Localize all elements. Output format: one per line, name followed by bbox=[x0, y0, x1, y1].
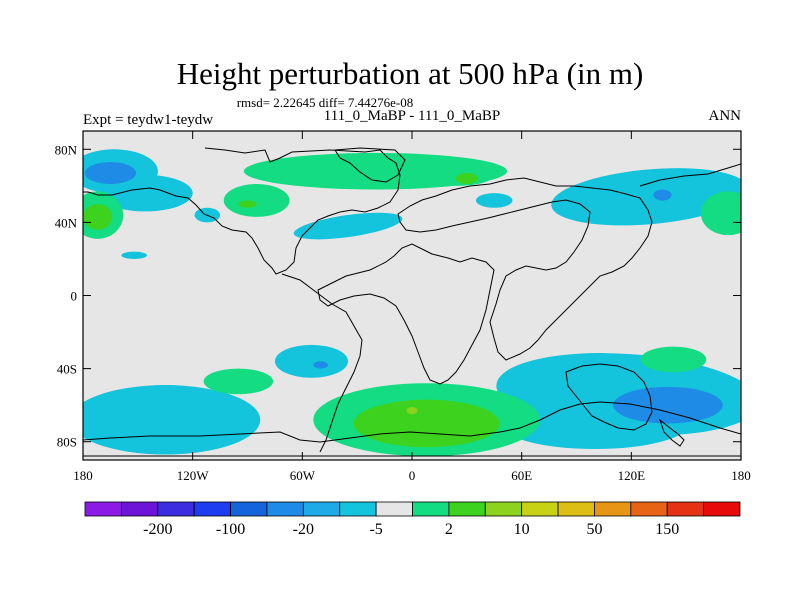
experiment-label: Expt = teydw1-teydw bbox=[83, 112, 213, 128]
y-tick-label-4: 80S bbox=[57, 435, 77, 450]
contour-region-7 bbox=[274, 344, 349, 378]
x-axis: 180 120W 60W 0 60E 120E 180 bbox=[73, 131, 751, 483]
y-tick-label-3: 40S bbox=[57, 362, 77, 377]
contour-region-13 bbox=[613, 386, 723, 424]
colorbar-label-6: 50 bbox=[586, 521, 602, 538]
contour-region-21 bbox=[640, 346, 707, 373]
contour-region-20 bbox=[203, 368, 274, 395]
x-tick-label-3: 0 bbox=[409, 468, 416, 483]
season-label: ANN bbox=[709, 108, 742, 124]
contour-region-27 bbox=[406, 406, 418, 415]
contour-region-1 bbox=[97, 174, 193, 212]
contour-region-24 bbox=[455, 173, 478, 185]
colorbar-swatch-5 bbox=[266, 501, 304, 517]
contour-region-11 bbox=[84, 162, 137, 185]
colorbar-swatch-3 bbox=[193, 501, 231, 517]
contour-region-14 bbox=[653, 189, 672, 201]
colorbar-swatch-10 bbox=[448, 501, 486, 517]
colorbar-swatch-17 bbox=[703, 501, 741, 517]
colorbar-label-4: 2 bbox=[445, 521, 453, 538]
colorbar-label-7: 150 bbox=[655, 521, 679, 538]
colorbar-swatch-13 bbox=[557, 501, 595, 517]
contour-region-16 bbox=[223, 184, 290, 217]
colorbar-swatch-0 bbox=[84, 501, 122, 517]
contour-region-17 bbox=[421, 163, 495, 186]
y-tick-label-0: 80N bbox=[55, 142, 78, 157]
colorbar-swatch-6 bbox=[302, 501, 341, 517]
x-tick-label-2: 60W bbox=[290, 468, 316, 483]
colorbar-swatch-15 bbox=[630, 501, 668, 517]
y-tick-label-2: 0 bbox=[71, 289, 78, 304]
y-axis: 80N 40N 0 40S 80S bbox=[55, 142, 741, 450]
contour-fills bbox=[83, 149, 741, 457]
x-tick-label-4: 60E bbox=[511, 468, 532, 483]
colorbar-swatch-16 bbox=[666, 501, 705, 517]
stats-label: rmsd= 2.22645 diff= 7.44276e-08 bbox=[237, 95, 414, 110]
contour-region-8 bbox=[83, 385, 261, 455]
colorbar-label-3: -5 bbox=[369, 521, 382, 538]
colorbar-swatch-12 bbox=[521, 501, 559, 517]
contour-region-5 bbox=[475, 193, 513, 208]
colorbar-label-1: -100 bbox=[216, 521, 245, 538]
colorbar-swatch-4 bbox=[230, 501, 268, 517]
contour-region-3 bbox=[121, 251, 147, 259]
colorbar-label-0: -200 bbox=[143, 521, 172, 538]
x-tick-label-0: 180 bbox=[73, 468, 93, 483]
contour-region-25 bbox=[238, 200, 257, 208]
contour-region-4 bbox=[293, 212, 403, 240]
contour-region-26 bbox=[353, 399, 500, 448]
colorbar-swatch-9 bbox=[412, 501, 450, 517]
x-tick-label-1: 120W bbox=[177, 468, 210, 483]
contour-region-12 bbox=[313, 361, 328, 369]
colorbar-swatch-2 bbox=[157, 501, 195, 517]
case-label: 111_0_MaBP - 111_0_MaBP bbox=[324, 108, 500, 124]
colorbar-label-2: -20 bbox=[293, 521, 314, 538]
x-tick-label-6: 180 bbox=[731, 468, 751, 483]
y-tick-label-1: 40N bbox=[55, 215, 78, 230]
colorbar: -200 -100 -20 -5 2 10 50 150 bbox=[84, 501, 741, 538]
contour-region-23 bbox=[83, 204, 113, 230]
colorbar-swatch-8 bbox=[375, 501, 413, 517]
colorbar-swatch-7 bbox=[339, 501, 377, 517]
chart-title: Height perturbation at 500 hPa (in m) bbox=[177, 56, 644, 91]
contour-region-6 bbox=[551, 168, 741, 226]
colorbar-swatch-11 bbox=[484, 501, 523, 517]
colorbar-swatch-1 bbox=[120, 501, 159, 517]
contour-region-19 bbox=[700, 191, 741, 236]
x-tick-label-5: 120E bbox=[618, 468, 646, 483]
colorbar-label-5: 10 bbox=[514, 521, 530, 538]
colorbar-swatch-14 bbox=[594, 501, 632, 517]
